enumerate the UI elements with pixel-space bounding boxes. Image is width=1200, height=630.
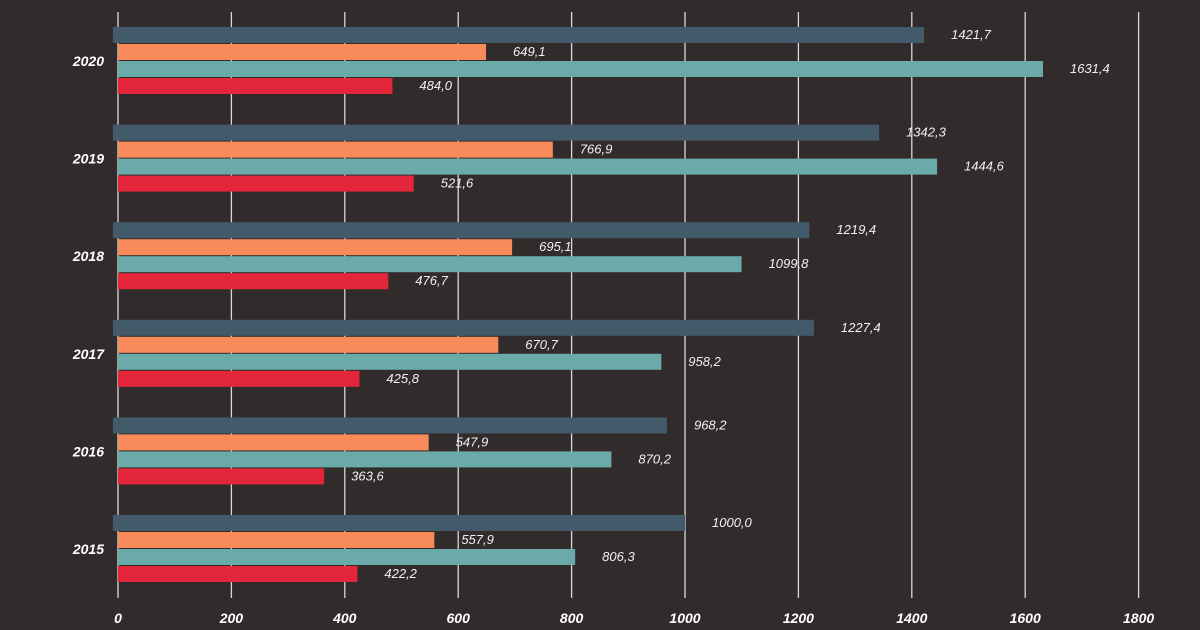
x-tick-label: 800 xyxy=(560,610,584,626)
bar xyxy=(118,336,499,353)
bar xyxy=(118,566,358,582)
x-tick-label: 1400 xyxy=(896,610,927,626)
x-tick-label: 600 xyxy=(447,610,471,626)
category-label: 2018 xyxy=(72,248,104,264)
bar xyxy=(113,124,880,141)
data-label: 695,1 xyxy=(539,239,572,254)
bar xyxy=(118,549,576,565)
bar xyxy=(118,532,435,548)
category-label: 2020 xyxy=(72,53,104,69)
bar xyxy=(118,451,612,468)
x-tick-label: 1000 xyxy=(669,610,700,626)
x-tick-label: 400 xyxy=(332,610,357,626)
bar xyxy=(113,222,810,239)
data-label: 806,3 xyxy=(602,549,635,564)
bar xyxy=(118,61,1044,77)
data-label: 1219,4 xyxy=(836,222,876,237)
bar xyxy=(118,239,513,256)
data-label: 1099,8 xyxy=(769,256,810,271)
x-tick-label: 1800 xyxy=(1123,610,1154,626)
bar xyxy=(113,417,667,434)
bar xyxy=(118,370,360,387)
data-label: 670,7 xyxy=(525,337,558,352)
x-tick-label: 1600 xyxy=(1010,610,1041,626)
data-label: 1000,0 xyxy=(712,515,753,530)
bar xyxy=(113,319,814,336)
x-tick-label: 0 xyxy=(114,610,122,626)
x-tick-label: 1200 xyxy=(783,610,814,626)
data-label: 1227,4 xyxy=(841,320,881,335)
bar xyxy=(118,141,553,158)
data-label: 649,1 xyxy=(513,44,546,59)
bar xyxy=(118,44,487,60)
data-label: 870,2 xyxy=(638,451,671,466)
bar xyxy=(118,434,429,451)
data-label: 425,8 xyxy=(386,371,419,386)
data-label: 363,6 xyxy=(351,468,384,483)
bar xyxy=(118,175,414,192)
x-tick-label: 200 xyxy=(219,610,244,626)
category-label: 2019 xyxy=(72,151,104,167)
bar xyxy=(118,256,742,273)
bar xyxy=(118,468,325,485)
data-label: 1342,3 xyxy=(906,125,947,140)
category-label: 2016 xyxy=(72,443,104,459)
data-label: 958,2 xyxy=(688,354,721,369)
data-label: 422,2 xyxy=(384,566,417,581)
bar xyxy=(113,27,925,43)
bar xyxy=(118,353,662,370)
bar xyxy=(113,515,685,531)
data-label: 476,7 xyxy=(415,273,448,288)
data-label: 968,2 xyxy=(694,417,727,432)
data-label: 1421,7 xyxy=(951,27,992,42)
category-label: 2017 xyxy=(72,346,105,362)
bar xyxy=(118,273,389,290)
data-label: 1444,6 xyxy=(964,159,1005,174)
bar xyxy=(118,158,938,175)
data-label: 1631,4 xyxy=(1070,61,1110,76)
data-label: 521,6 xyxy=(441,176,474,191)
data-label: 547,9 xyxy=(456,434,489,449)
data-label: 766,9 xyxy=(580,142,613,157)
data-label: 557,9 xyxy=(461,532,494,547)
category-label: 2015 xyxy=(72,541,104,557)
bar xyxy=(118,78,393,94)
data-label: 484,0 xyxy=(419,78,452,93)
